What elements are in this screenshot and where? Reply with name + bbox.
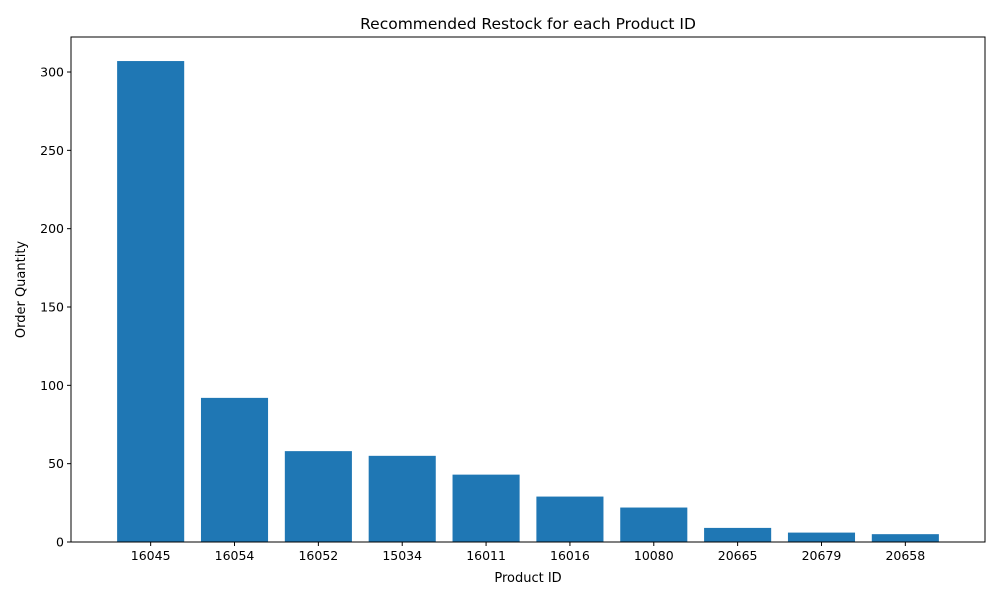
bar-16016 [536,496,604,542]
x-tick-label: 16011 [466,548,506,563]
x-tick-label: 20679 [802,548,842,563]
bar-20658 [871,534,939,542]
x-tick-label: 16052 [298,548,338,563]
x-tick-label: 15034 [382,548,422,563]
x-axis-label: Product ID [494,571,561,586]
chart-title: Recommended Restock for each Product ID [360,15,696,33]
bar-20679 [787,532,856,542]
y-tick-label: 0 [56,535,64,550]
x-tick-label: 20665 [718,548,758,563]
bar-16011 [452,474,520,542]
y-tick-label: 150 [40,300,64,315]
x-tick-label: 10080 [634,548,674,563]
y-tick-label: 200 [40,221,64,236]
bar-16052 [284,451,352,542]
y-tick-label: 300 [40,65,64,80]
plot-frame [70,36,986,543]
bar-20665 [704,527,772,542]
y-tick-label: 250 [40,143,64,158]
y-axis-label: Order Quantity [14,241,29,339]
bar-15034 [368,455,436,542]
x-tick-label: 16016 [550,548,590,563]
bar-16045 [117,61,185,543]
plot-area: 16045 16054 16052 15034 16011 16016 10080 20665… [40,61,939,563]
x-tick-label: 16054 [215,548,255,563]
bar-10080 [620,507,688,542]
y-tick-label: 100 [40,378,64,393]
bar-16054 [200,397,269,542]
x-tick-label: 20658 [885,548,925,563]
y-tick-label: 50 [48,456,64,471]
x-tick-label: 16045 [131,548,171,563]
